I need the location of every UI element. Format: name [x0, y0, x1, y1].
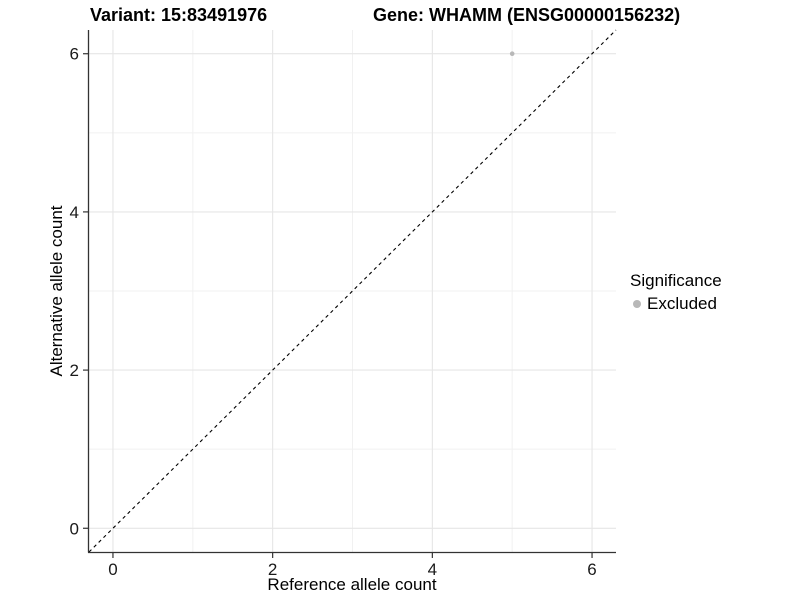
y-tick-label: 2: [70, 361, 79, 380]
legend-item: Excluded: [630, 294, 722, 314]
y-tick-label: 0: [70, 519, 79, 538]
legend-title: Significance: [630, 271, 722, 290]
legend-items: Excluded: [630, 294, 722, 314]
x-axis-title: Reference allele count: [267, 575, 437, 594]
data-point: [509, 51, 515, 57]
legend-item-label: Excluded: [647, 294, 717, 313]
identity-dashed-line: [88, 29, 617, 553]
y-tick-label: 6: [70, 45, 79, 64]
variant-title: Variant: 15:83491976: [90, 5, 268, 25]
x-tick-label: 0: [108, 560, 117, 579]
x-tick-label: 2: [268, 560, 277, 579]
y-axis-title: Alternative allele count: [47, 205, 66, 377]
legend: Significance Excluded: [630, 271, 722, 314]
x-tick-label: 6: [587, 560, 596, 579]
gene-title: Gene: WHAMM (ENSG00000156232): [373, 5, 681, 25]
x-tick-label: 4: [428, 560, 437, 579]
y-tick-label: 4: [70, 203, 79, 222]
legend-point-icon: [633, 300, 641, 308]
